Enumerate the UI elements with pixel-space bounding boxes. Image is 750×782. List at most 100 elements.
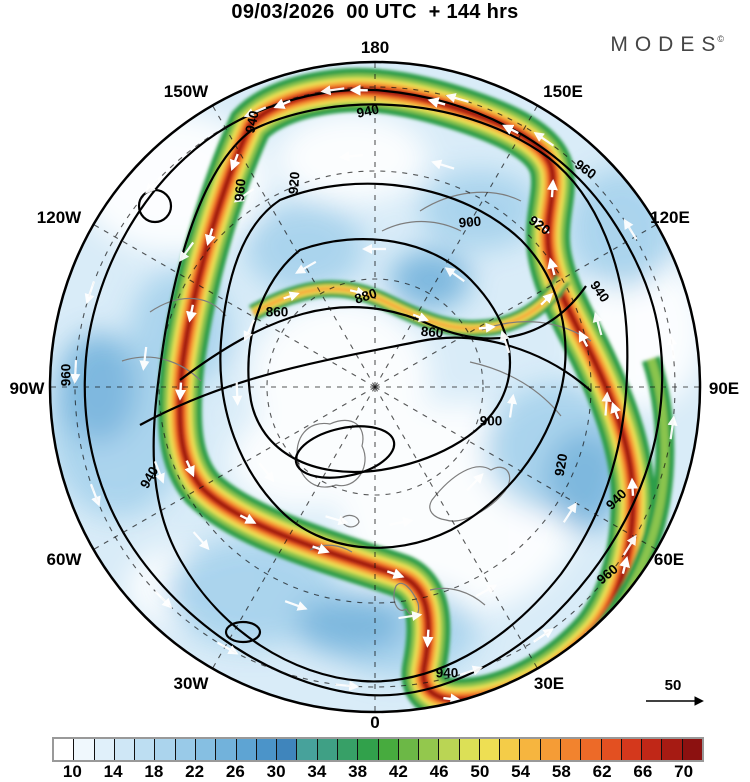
wind-arrow <box>601 391 612 416</box>
latitude-circle <box>158 170 592 604</box>
wind-arrow <box>84 281 96 305</box>
jet-wind-arrow <box>273 98 291 109</box>
wind-arrow <box>445 93 469 103</box>
wind-arrow <box>466 473 484 492</box>
contour-label: 920 <box>286 171 303 195</box>
contour-label: 920 <box>552 452 571 477</box>
jet-wind-arrow <box>349 286 367 297</box>
colorbar-tick: 30 <box>266 762 286 781</box>
lon-label-90e: 90E <box>709 379 739 398</box>
lon-label-30e: 30E <box>534 674 564 693</box>
colorbar-cell <box>621 739 643 760</box>
colorbar <box>52 737 704 762</box>
jet-wind-arrow <box>175 382 187 401</box>
colorbar-cell <box>277 739 298 760</box>
wind-arrow <box>70 360 81 385</box>
graticule-and-arrows <box>50 62 700 712</box>
colorbar-tick: 38 <box>348 762 368 781</box>
reference-arrow: 50 <box>646 677 704 706</box>
contour-label: 960 <box>232 178 249 202</box>
colorbar-tick: 46 <box>429 762 449 781</box>
wind-arrow <box>667 415 678 440</box>
wind-arrow <box>532 215 550 234</box>
jet-wind-arrow <box>422 629 434 648</box>
colorbar-tick: 10 <box>62 762 82 781</box>
jet-wind-arrow <box>546 179 558 198</box>
wind-arrow <box>622 534 637 556</box>
jet-wind-arrow <box>312 543 330 555</box>
jet-wind-arrow <box>478 322 496 333</box>
wind-arrow <box>398 611 423 622</box>
lon-label-120e: 120E <box>650 208 690 227</box>
wind-arrow <box>192 531 210 551</box>
colorbar-cell <box>439 739 460 760</box>
jet-wind-arrow <box>519 677 537 688</box>
modes-logo: MODES© <box>610 33 724 57</box>
jet-wind-arrow <box>412 312 429 322</box>
wind-arrow <box>499 330 511 354</box>
wind-arrow <box>243 319 256 342</box>
wind-arrow <box>284 600 308 611</box>
contour-label: 860 <box>420 324 444 341</box>
jet-wind-arrow <box>578 330 589 348</box>
contour-label: 940 <box>242 109 261 134</box>
wind-arrow <box>145 175 163 194</box>
colorbar-tick: 14 <box>103 762 123 781</box>
contour-label: 900 <box>480 414 503 429</box>
colorbar-tick: 54 <box>511 762 531 781</box>
wind-arrow <box>592 311 603 336</box>
contour-label: 860 <box>266 305 289 320</box>
colorbar-cell <box>358 739 379 760</box>
colorbar-tick: 18 <box>144 762 164 781</box>
lon-label-90w: 90W <box>10 379 46 398</box>
jet-wind-arrow <box>619 556 630 574</box>
contour-label: 880 <box>353 285 379 306</box>
wind-arrow <box>294 260 317 274</box>
wind-arrow <box>89 483 101 507</box>
colorbar-cell <box>54 739 75 760</box>
colorbar-tick: 62 <box>592 762 612 781</box>
wind-arrow <box>533 628 554 643</box>
jet-wind-arrow <box>230 153 241 172</box>
colorbar-cell <box>601 739 622 760</box>
colorbar-cell <box>256 739 278 760</box>
wind-arrow <box>339 151 364 162</box>
wind-arrow <box>179 241 195 262</box>
jet-wind-arrow <box>443 693 462 705</box>
colorbar-cell <box>581 739 602 760</box>
lon-label-30w: 30W <box>174 674 210 693</box>
jet-wind-arrow <box>547 257 558 276</box>
wind-arrow <box>667 334 678 359</box>
wind-arrow <box>258 462 275 483</box>
colorbar-cell <box>337 739 359 760</box>
wind-arrow <box>232 381 243 406</box>
colorbar-tick: 50 <box>470 762 490 781</box>
longitude-labels: 180 150E 120E 90E 60E 30E 0 30W 60W 90W … <box>10 38 740 730</box>
colorbar-cell <box>520 739 541 760</box>
wind-arrow <box>154 590 173 609</box>
colorbar-cell <box>135 739 156 760</box>
colorbar-cell <box>378 739 399 760</box>
wind-arrow <box>562 502 577 523</box>
wind-arrow <box>459 665 483 676</box>
wind-arrow <box>335 680 360 691</box>
page-title: 09/03/2026 00 UTC + 144 hrs <box>231 1 519 23</box>
colorbar-cell <box>419 739 440 760</box>
contour-label: 940 <box>436 666 459 681</box>
colorbar-cell <box>398 739 420 760</box>
colorbar-cell <box>94 739 115 760</box>
wind-arrow <box>217 641 239 655</box>
colorbar-cell <box>479 739 501 760</box>
jet-wind-arrow <box>239 513 257 524</box>
lon-label-60e: 60E <box>654 550 684 569</box>
copyright-mark: © <box>717 34 724 44</box>
jet-wind-arrow <box>540 292 554 306</box>
colorbar-cell <box>317 739 338 760</box>
reference-arrow-label: 50 <box>665 677 682 694</box>
jet-wind-arrow <box>427 97 446 108</box>
lon-label-150e: 150E <box>543 82 583 101</box>
jet-wind-arrow <box>610 401 621 420</box>
colorbar-cell <box>216 739 237 760</box>
colorbar-cell <box>561 739 582 760</box>
map-boundary-circle <box>48 60 702 714</box>
